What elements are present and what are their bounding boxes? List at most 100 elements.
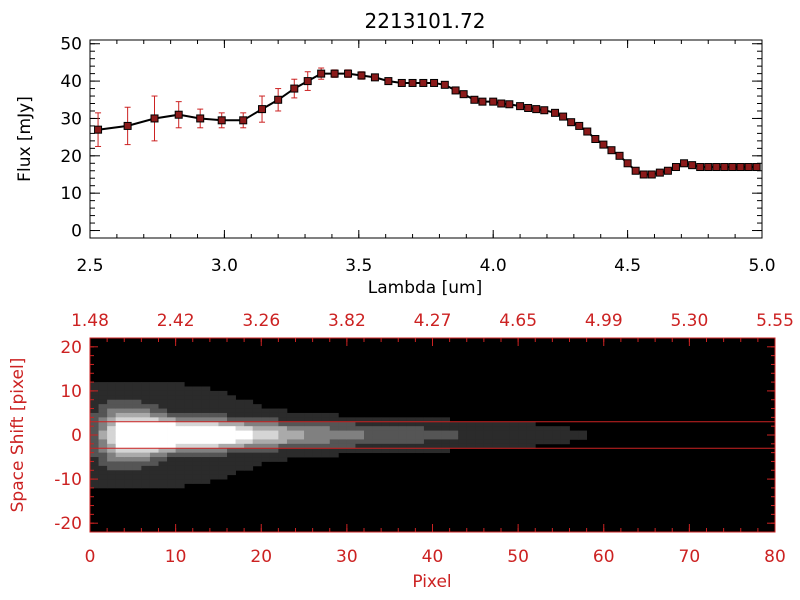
image-cell xyxy=(184,448,194,454)
image-cell xyxy=(509,439,519,445)
image-cell xyxy=(107,386,117,392)
image-cell xyxy=(492,426,502,431)
image-cell xyxy=(107,430,117,436)
image-cell xyxy=(167,395,177,401)
image-cell xyxy=(372,430,382,436)
image-cell xyxy=(466,435,476,440)
image-cell xyxy=(201,474,211,480)
image-cell xyxy=(483,421,493,427)
image-cell xyxy=(286,412,296,418)
image-cell xyxy=(192,399,202,405)
image-cell xyxy=(415,421,425,427)
image-cell xyxy=(261,435,271,440)
image-cell xyxy=(141,443,151,449)
image-cell xyxy=(389,417,399,423)
image-cell xyxy=(115,421,125,427)
image-cell xyxy=(415,430,425,436)
image-cell xyxy=(124,417,134,423)
image-cell xyxy=(115,457,125,462)
image-cell xyxy=(398,448,408,454)
image-cell xyxy=(423,448,433,454)
data-point xyxy=(384,77,393,86)
image-x-tick-label: 60 xyxy=(593,547,615,567)
image-cell xyxy=(90,461,99,467)
image-cell xyxy=(261,412,271,418)
image-cell xyxy=(132,470,142,476)
data-point xyxy=(459,90,468,99)
image-cell xyxy=(441,417,451,423)
image-cell xyxy=(346,435,356,440)
image-cell xyxy=(441,430,451,436)
data-point xyxy=(470,95,479,104)
image-cell xyxy=(501,439,510,445)
image-cell xyxy=(141,483,151,489)
image-cell xyxy=(312,421,322,427)
data-point xyxy=(123,121,132,130)
image-cell xyxy=(98,426,108,431)
image-cell xyxy=(192,439,202,445)
image-cell xyxy=(175,395,185,401)
image-cell xyxy=(329,430,339,436)
image-cell xyxy=(201,465,211,471)
image-cell xyxy=(132,404,142,409)
image-cell xyxy=(415,443,425,449)
image-cell xyxy=(184,426,194,431)
image-cell xyxy=(244,465,254,471)
image-cell xyxy=(184,443,194,449)
image-cell xyxy=(132,382,142,387)
image-cell xyxy=(115,452,125,458)
spectrum-x-tick-label: 3.5 xyxy=(345,256,372,276)
image-cell xyxy=(364,421,373,427)
data-point xyxy=(647,170,656,179)
image-cell xyxy=(492,443,502,449)
image-cell xyxy=(286,430,296,436)
image-cell xyxy=(184,404,194,409)
image-cell xyxy=(98,470,108,476)
data-point xyxy=(516,102,525,111)
image-cell xyxy=(175,457,185,462)
image-cell xyxy=(227,412,236,418)
image-cell xyxy=(115,426,125,431)
image-x-tick-label: 70 xyxy=(679,547,701,567)
image-cell xyxy=(321,443,331,449)
image-cell xyxy=(406,443,416,449)
image-cell xyxy=(149,386,159,392)
image-cell xyxy=(184,465,194,471)
image-cell xyxy=(184,386,194,392)
image-cell xyxy=(184,461,194,467)
image-cell xyxy=(201,417,211,423)
image-cell xyxy=(261,457,271,462)
image-cell xyxy=(132,412,142,418)
image-cell xyxy=(192,426,202,431)
image-cell xyxy=(569,430,579,436)
image-cell xyxy=(115,443,125,449)
image-cell xyxy=(261,452,271,458)
image-cell xyxy=(398,439,408,445)
image-cell xyxy=(209,470,219,476)
image-cell xyxy=(244,452,254,458)
image-cell xyxy=(90,435,99,440)
image-cell xyxy=(509,426,519,431)
image-cell xyxy=(389,439,399,445)
image-cell xyxy=(209,417,219,423)
image-cell xyxy=(398,435,408,440)
image-cell xyxy=(107,483,117,489)
image-cell xyxy=(364,430,373,436)
image-cell xyxy=(218,448,228,454)
image-cell xyxy=(227,430,236,436)
data-point xyxy=(440,80,449,89)
image-cell xyxy=(175,474,185,480)
image-cell xyxy=(124,461,134,467)
image-cell xyxy=(98,474,108,480)
image-cell xyxy=(252,435,262,440)
spectrum-y-tick-label: 40 xyxy=(60,72,82,92)
image-cell xyxy=(218,470,228,476)
image-cell xyxy=(149,452,159,458)
image-cell xyxy=(278,443,288,449)
image-cell xyxy=(90,439,99,445)
data-point xyxy=(94,125,103,134)
image-cell xyxy=(149,390,159,396)
image-cell xyxy=(107,479,117,484)
image-cell xyxy=(304,421,314,427)
image-cell xyxy=(415,448,425,454)
